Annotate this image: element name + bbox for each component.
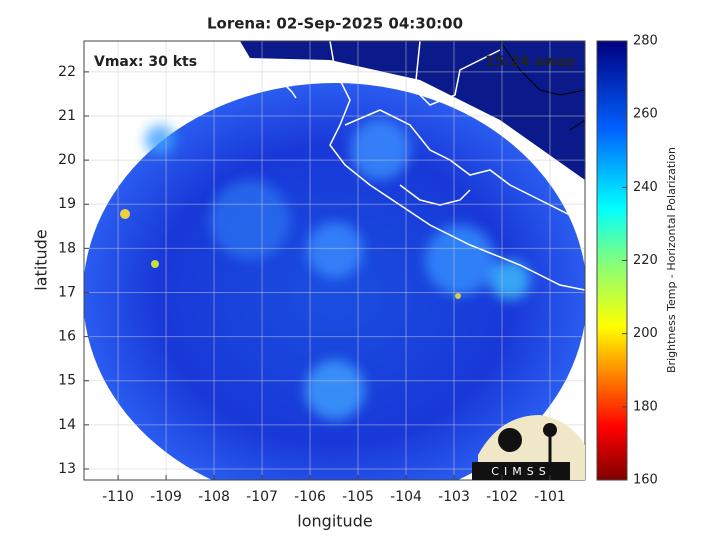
colorbar-tick-label: 280 <box>633 34 658 49</box>
logo-text: CIMSS <box>491 465 550 478</box>
colorbar-tick-label: 180 <box>633 399 658 414</box>
y-axis-label: latitude <box>32 229 51 290</box>
y-tick-label: 18 <box>58 240 76 256</box>
x-tick-label: -107 <box>246 489 278 505</box>
x-tick-label: -110 <box>102 489 134 505</box>
x-tick-label: -108 <box>198 489 230 505</box>
x-tick-label: -109 <box>150 489 182 505</box>
y-tick-label: 15 <box>58 373 76 389</box>
annotation: Vmax: 30 kts <box>94 54 197 70</box>
y-tick-label: 21 <box>58 108 76 124</box>
y-tick-label: 22 <box>58 64 76 80</box>
colorbar-tick-label: 220 <box>633 253 658 268</box>
x-axis-label: longitude <box>297 512 372 531</box>
plot-frame <box>83 40 586 481</box>
logo: CIMSS <box>472 415 585 480</box>
y-tick-label: 19 <box>58 196 76 212</box>
chart-title: Lorena: 02-Sep-2025 04:30:00 <box>207 15 463 33</box>
x-tick-label: -101 <box>534 489 566 505</box>
land-dark <box>240 41 585 180</box>
colorbar-tick-label: 200 <box>633 326 658 341</box>
colorbar-tick-label: 160 <box>633 473 658 488</box>
annotation: 15:24 away <box>485 54 575 70</box>
x-tick-label: -105 <box>342 489 374 505</box>
x-tick-label: -103 <box>438 489 470 505</box>
y-tick-label: 20 <box>58 152 76 168</box>
x-tick-label: -106 <box>294 489 326 505</box>
colorbar-label: Brightness Temp - Horizontal Polarizatio… <box>665 147 678 373</box>
x-tick-label: -102 <box>486 489 518 505</box>
colorbar-tick-label: 240 <box>633 180 658 195</box>
colorbar-tick-label: 260 <box>633 107 658 122</box>
y-tick-label: 13 <box>58 461 76 477</box>
y-tick-label: 17 <box>58 284 76 300</box>
y-tick-label: 14 <box>58 417 76 433</box>
y-tick-label: 16 <box>58 329 76 345</box>
x-tick-label: -104 <box>390 489 422 505</box>
